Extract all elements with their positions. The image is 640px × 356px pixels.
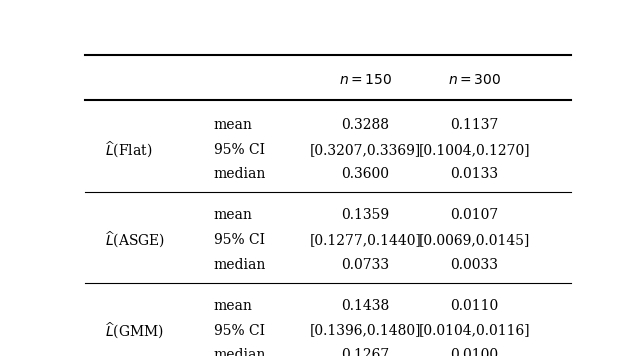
Text: 0.0133: 0.0133 — [451, 167, 499, 181]
Text: mean: mean — [214, 299, 253, 313]
Text: median: median — [214, 348, 266, 356]
Text: 0.1438: 0.1438 — [341, 299, 389, 313]
Text: median: median — [214, 167, 266, 181]
Text: [0.1277,0.1440]: [0.1277,0.1440] — [309, 233, 421, 247]
Text: 0.3600: 0.3600 — [341, 167, 389, 181]
Text: 0.0110: 0.0110 — [450, 299, 499, 313]
Text: 0.1267: 0.1267 — [341, 348, 389, 356]
Text: 95% CI: 95% CI — [214, 324, 265, 337]
Text: median: median — [214, 258, 266, 272]
Text: $\widehat{L}$(GMM): $\widehat{L}$(GMM) — [105, 320, 164, 341]
Text: 0.1359: 0.1359 — [341, 208, 389, 222]
Text: [0.3207,0.3369]: [0.3207,0.3369] — [310, 143, 421, 157]
Text: 0.0733: 0.0733 — [341, 258, 389, 272]
Text: $\widehat{L}$(ASGE): $\widehat{L}$(ASGE) — [105, 230, 165, 250]
Text: [0.0069,0.0145]: [0.0069,0.0145] — [419, 233, 530, 247]
Text: 0.3288: 0.3288 — [341, 118, 389, 132]
Text: 95% CI: 95% CI — [214, 233, 265, 247]
Text: 95% CI: 95% CI — [214, 143, 265, 157]
Text: [0.1396,0.1480]: [0.1396,0.1480] — [310, 324, 421, 337]
Text: $n = 300$: $n = 300$ — [447, 73, 501, 87]
Text: [0.1004,0.1270]: [0.1004,0.1270] — [419, 143, 530, 157]
Text: $\widehat{L}$(Flat): $\widehat{L}$(Flat) — [105, 140, 152, 160]
Text: [0.0104,0.0116]: [0.0104,0.0116] — [419, 324, 530, 337]
Text: mean: mean — [214, 118, 253, 132]
Text: mean: mean — [214, 208, 253, 222]
Text: 0.0107: 0.0107 — [450, 208, 499, 222]
Text: 0.1137: 0.1137 — [450, 118, 499, 132]
Text: 0.0100: 0.0100 — [451, 348, 499, 356]
Text: 0.0033: 0.0033 — [451, 258, 499, 272]
Text: $n = 150$: $n = 150$ — [339, 73, 392, 87]
